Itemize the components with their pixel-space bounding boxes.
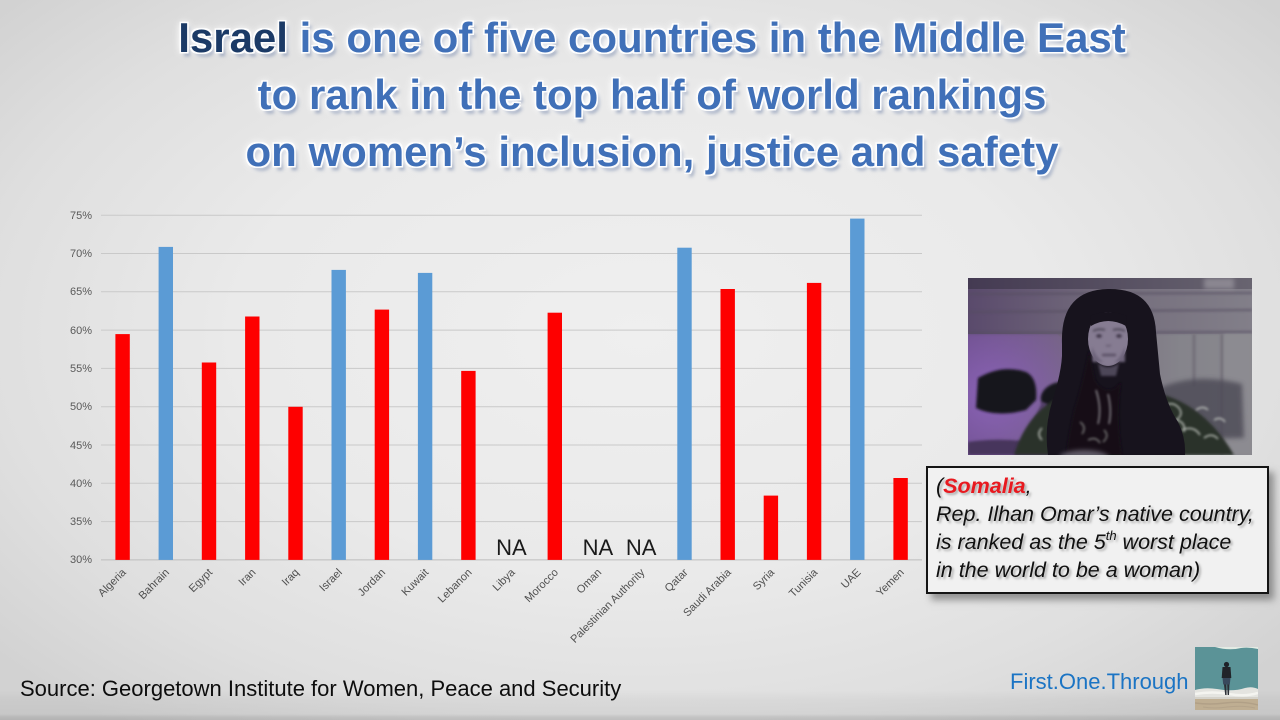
svg-text:Oman: Oman xyxy=(575,567,605,597)
svg-text:Iraq: Iraq xyxy=(280,567,302,589)
svg-text:Syria: Syria xyxy=(751,566,778,593)
svg-text:Bahrain: Bahrain xyxy=(137,567,172,602)
svg-text:Iran: Iran xyxy=(237,567,259,589)
svg-text:UAE: UAE xyxy=(839,567,863,591)
svg-text:Yemen: Yemen xyxy=(874,567,906,599)
svg-text:Egypt: Egypt xyxy=(187,567,215,595)
svg-text:NA: NA xyxy=(496,535,527,560)
svg-text:60%: 60% xyxy=(70,325,92,337)
svg-text:65%: 65% xyxy=(70,286,92,298)
svg-text:45%: 45% xyxy=(70,440,92,452)
svg-text:Qatar: Qatar xyxy=(663,566,691,594)
svg-text:NA: NA xyxy=(583,535,614,560)
svg-text:Algeria: Algeria xyxy=(96,566,129,599)
svg-text:50%: 50% xyxy=(70,401,92,413)
svg-text:40%: 40% xyxy=(70,478,92,490)
svg-text:70%: 70% xyxy=(70,248,92,260)
svg-text:30%: 30% xyxy=(70,554,92,566)
svg-text:35%: 35% xyxy=(70,516,92,528)
svg-text:75%: 75% xyxy=(70,210,92,222)
svg-text:Palestinian Authority: Palestinian Authority xyxy=(568,566,647,645)
svg-text:55%: 55% xyxy=(70,363,92,375)
svg-text:NA: NA xyxy=(626,535,657,560)
svg-text:Israel: Israel xyxy=(317,567,345,595)
svg-text:Lebanon: Lebanon xyxy=(436,567,475,606)
svg-text:Libya: Libya xyxy=(491,566,519,594)
svg-text:Tunisia: Tunisia xyxy=(787,566,821,600)
svg-text:Kuwait: Kuwait xyxy=(399,567,431,599)
svg-text:Jordan: Jordan xyxy=(356,567,388,599)
svg-text:Morocco: Morocco xyxy=(523,567,561,605)
